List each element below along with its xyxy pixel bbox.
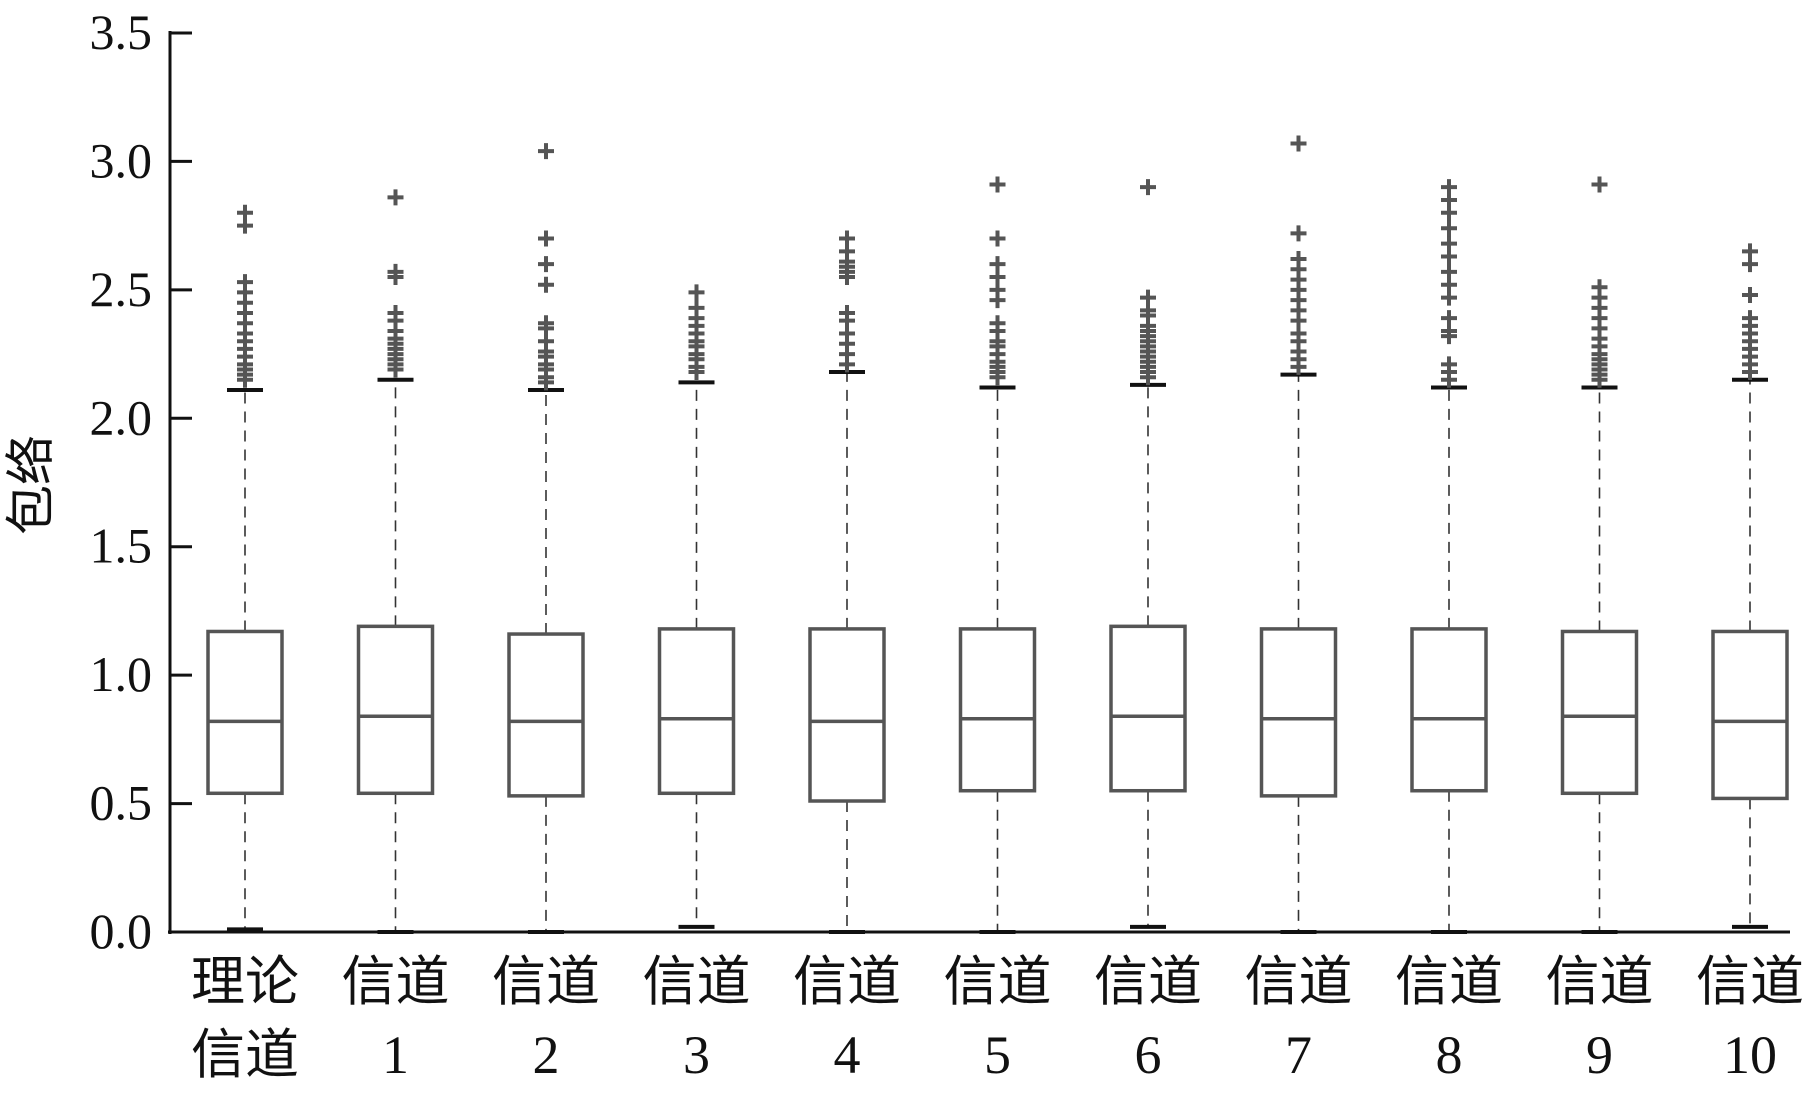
outlier-point	[989, 315, 1006, 332]
outlier-point	[1441, 235, 1457, 252]
outlier-point	[989, 256, 1006, 273]
outlier-point	[1441, 179, 1457, 196]
x-tick-label-line1: 信道	[1094, 952, 1202, 1012]
y-axis: 0.0 0.5 1.0 1.5 2.0 2.5 3.0 3.5	[90, 4, 1790, 959]
outlier-point	[1591, 279, 1608, 296]
outlier-point	[1742, 310, 1758, 327]
y-tick-label: 2.0	[90, 389, 153, 445]
outlier-point	[538, 230, 554, 247]
outlier-point	[1591, 176, 1608, 193]
y-tick-label: 1.0	[90, 646, 153, 702]
outlier-point	[387, 189, 404, 206]
x-tick-label-line2: 9	[1586, 1025, 1613, 1085]
x-tick-label-line2: 信道	[191, 1025, 299, 1085]
outlier-point	[387, 263, 404, 280]
x-tick-label-line1: 信道	[342, 952, 450, 1012]
outlier-point	[1140, 179, 1156, 196]
y-tick-label: 3.5	[90, 4, 153, 60]
outlier-point	[989, 176, 1006, 193]
box-group	[1259, 135, 1338, 934]
box-group	[1560, 176, 1639, 934]
x-tick-label-line2: 5	[984, 1025, 1011, 1085]
x-tick-label-line1: 信道	[1696, 952, 1804, 1012]
box-iqr	[958, 627, 1037, 793]
x-tick-label-line2: 2	[533, 1025, 560, 1085]
outlier-point	[989, 230, 1006, 247]
x-tick-label-line2: 1	[382, 1025, 409, 1085]
outlier-point	[1742, 286, 1758, 303]
box-group	[507, 143, 585, 934]
box-group	[808, 230, 886, 934]
box-group	[356, 189, 435, 934]
outlier-point	[237, 274, 253, 291]
box-group	[1711, 243, 1789, 929]
x-tick-label-line1: 信道	[1245, 952, 1353, 1012]
outlier-point	[839, 230, 855, 247]
box-iqr	[1109, 624, 1187, 793]
outlier-point	[538, 276, 554, 293]
y-tick-label: 0.0	[90, 903, 153, 959]
box-iqr	[808, 627, 886, 803]
x-tick-label-line2: 3	[683, 1025, 710, 1085]
outlier-point	[1441, 310, 1457, 327]
outlier-point	[688, 284, 705, 301]
x-tick-label-line1: 信道	[944, 952, 1052, 1012]
box-iqr	[356, 624, 435, 796]
box-iqr	[1410, 627, 1488, 793]
box-group	[657, 284, 736, 929]
outlier-point	[538, 143, 554, 160]
x-tick-label-line1: 信道	[1546, 952, 1654, 1012]
outlier-point	[1441, 220, 1457, 237]
x-tick-label-line2: 10	[1723, 1025, 1777, 1085]
x-tick-label-line1: 信道	[793, 952, 901, 1012]
box-iqr	[1259, 627, 1338, 798]
outlier-point	[1742, 243, 1758, 260]
box-iqr	[206, 629, 284, 796]
x-tick-label-line2: 4	[834, 1025, 861, 1085]
x-tick-label-line2: 7	[1285, 1025, 1312, 1085]
boxes	[206, 135, 1789, 934]
outlier-point	[387, 304, 404, 321]
y-axis-label: 包络	[3, 435, 59, 535]
x-tick-label-line1: 信道	[492, 952, 600, 1012]
outlier-point	[839, 304, 855, 321]
y-tick-label: 2.5	[90, 261, 153, 317]
box-iqr	[657, 627, 736, 796]
outlier-point	[1140, 289, 1156, 306]
x-tick-label-line1: 信道	[643, 952, 751, 1012]
box-iqr	[1711, 629, 1789, 801]
box-iqr	[507, 632, 585, 798]
box-group	[958, 176, 1037, 934]
box-group	[1410, 179, 1488, 934]
box-group	[206, 204, 284, 932]
box-group	[1109, 179, 1187, 929]
outlier-point	[1290, 251, 1307, 268]
outlier-point	[1290, 225, 1307, 242]
outlier-point	[538, 256, 554, 273]
y-tick-label: 0.5	[90, 775, 153, 831]
outlier-point	[1290, 135, 1307, 152]
x-tick-label-line2: 6	[1135, 1025, 1162, 1085]
x-tick-label-line1: 理论	[191, 952, 299, 1012]
outlier-point	[538, 315, 554, 332]
box-iqr	[1560, 629, 1639, 796]
outlier-point	[237, 204, 253, 221]
outlier-point	[1441, 356, 1457, 373]
x-tick-label-line1: 信道	[1395, 952, 1503, 1012]
y-tick-label: 3.0	[90, 132, 153, 188]
y-tick-label: 1.5	[90, 518, 153, 574]
x-tick-label-line2: 8	[1436, 1025, 1463, 1085]
outlier-point	[1441, 263, 1457, 280]
outlier-point	[688, 299, 705, 316]
